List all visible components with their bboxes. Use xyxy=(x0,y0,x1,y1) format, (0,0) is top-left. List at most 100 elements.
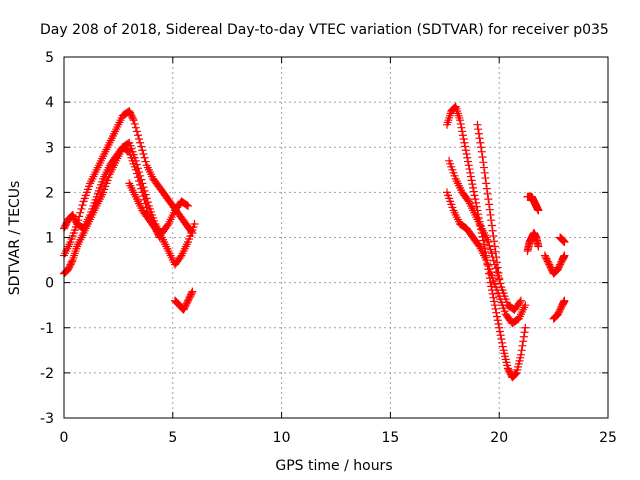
data-point xyxy=(459,134,468,143)
data-point xyxy=(141,157,150,166)
data-point xyxy=(520,328,529,337)
data-point xyxy=(484,238,493,247)
data-point xyxy=(519,332,528,341)
y-tick-label: 1 xyxy=(45,231,54,247)
data-point xyxy=(515,298,524,307)
data-point xyxy=(493,263,502,272)
data-point xyxy=(155,231,164,240)
data-point xyxy=(493,258,502,267)
data-point xyxy=(464,161,473,170)
data-point xyxy=(485,200,494,209)
data-point xyxy=(472,202,481,211)
y-tick-label: 2 xyxy=(45,185,54,201)
data-point xyxy=(461,146,470,155)
data-point xyxy=(76,208,85,217)
data-point xyxy=(487,221,496,230)
y-tick-label: 3 xyxy=(45,140,54,156)
data-point xyxy=(135,177,144,186)
data-point xyxy=(463,153,472,162)
data-point xyxy=(471,198,480,207)
data-point xyxy=(468,180,477,189)
data-point xyxy=(496,279,505,288)
data-point xyxy=(495,323,504,332)
grid xyxy=(64,57,608,418)
data-point xyxy=(460,138,469,147)
x-tick-label: 10 xyxy=(273,430,291,446)
data-point xyxy=(77,204,86,213)
data-point xyxy=(138,146,147,155)
data-point xyxy=(136,138,145,147)
data-point xyxy=(470,191,479,200)
data-point xyxy=(471,195,480,204)
data-point xyxy=(490,297,499,306)
data-point xyxy=(131,165,140,174)
data-point xyxy=(132,127,141,136)
data-point xyxy=(469,183,478,192)
data-point xyxy=(517,346,526,355)
data-point xyxy=(462,150,471,159)
data-point xyxy=(560,238,569,247)
data-point xyxy=(139,150,148,159)
data-point xyxy=(187,289,196,298)
data-point xyxy=(494,319,503,328)
x-tick-label: 0 xyxy=(60,430,69,446)
y-tick-label: 0 xyxy=(45,276,54,292)
data-point xyxy=(519,337,528,346)
data-point xyxy=(458,131,467,140)
data-point xyxy=(486,210,495,219)
data-point xyxy=(139,192,148,201)
data-point xyxy=(511,370,520,379)
data-point xyxy=(518,341,527,350)
data-point xyxy=(129,116,138,125)
data-point xyxy=(155,233,164,242)
data-point xyxy=(67,257,76,266)
data-point xyxy=(464,157,473,166)
data-point xyxy=(481,174,490,183)
data-point xyxy=(498,338,507,347)
y-axis-label: SDTVAR / TECUs xyxy=(7,181,23,296)
data-point xyxy=(493,312,502,321)
data-point xyxy=(469,187,478,196)
data-point xyxy=(140,153,149,162)
data-point xyxy=(480,168,489,177)
x-tick-label: 5 xyxy=(168,430,177,446)
data-point xyxy=(496,331,505,340)
data-point xyxy=(136,180,145,189)
data-point xyxy=(534,242,543,251)
data-point xyxy=(516,296,525,305)
data-points xyxy=(60,102,569,382)
data-point xyxy=(516,350,525,359)
data-point xyxy=(142,203,151,212)
data-point xyxy=(534,206,543,215)
data-point xyxy=(521,323,530,332)
data-point xyxy=(489,293,498,302)
data-point xyxy=(479,163,488,172)
data-point xyxy=(490,237,499,246)
data-point xyxy=(488,289,497,298)
data-point xyxy=(458,127,467,136)
data-point xyxy=(140,195,149,204)
data-point xyxy=(485,241,494,250)
data-point xyxy=(128,114,137,123)
data-point xyxy=(511,369,520,378)
data-point xyxy=(484,195,493,204)
data-point xyxy=(475,134,484,143)
y-tick-label: 5 xyxy=(45,50,54,66)
data-point xyxy=(133,173,142,182)
data-point xyxy=(483,189,492,198)
data-point xyxy=(493,316,502,325)
data-point xyxy=(131,123,140,132)
data-point xyxy=(477,143,486,152)
data-point xyxy=(132,169,141,178)
chart-title: Day 208 of 2018, Sidereal Day-to-day VTE… xyxy=(40,22,609,38)
data-point xyxy=(560,296,569,305)
data-point xyxy=(457,123,466,132)
data-point xyxy=(479,158,488,167)
data-point xyxy=(474,129,483,138)
data-point xyxy=(490,301,499,310)
data-point xyxy=(474,125,483,134)
data-point xyxy=(491,304,500,313)
data-point xyxy=(491,247,500,256)
data-point xyxy=(490,242,499,251)
